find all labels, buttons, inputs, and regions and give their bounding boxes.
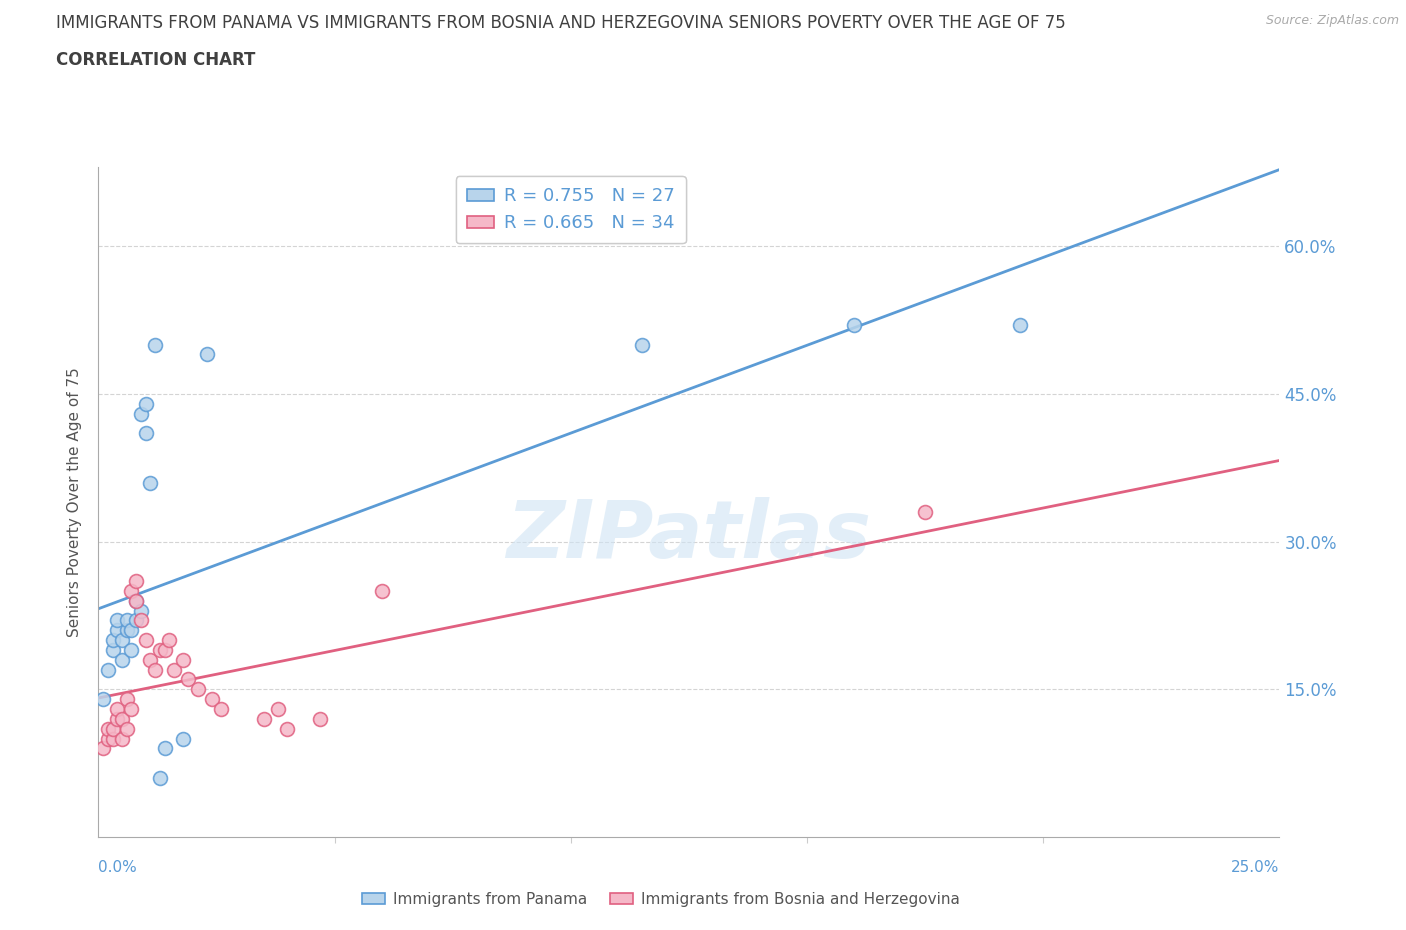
Point [111, 652, 134, 667]
Point [371, 583, 394, 598]
Point [105, 613, 128, 628]
Point [276, 722, 298, 737]
Point [187, 682, 209, 697]
Point [139, 475, 162, 490]
Point [177, 672, 200, 687]
Point [149, 643, 172, 658]
Point [115, 692, 138, 707]
Point [135, 632, 157, 647]
Point [135, 396, 157, 411]
Y-axis label: Seniors Poverty Over the Age of 75: Seniors Poverty Over the Age of 75 [67, 367, 83, 637]
Point [309, 711, 332, 726]
Point [844, 317, 866, 332]
Point [153, 741, 176, 756]
Point [121, 623, 143, 638]
Point [125, 613, 148, 628]
Point [201, 692, 224, 707]
Legend: R = 0.755   N = 27, R = 0.665   N = 34: R = 0.755 N = 27, R = 0.665 N = 34 [456, 177, 686, 243]
Text: Source: ZipAtlas.com: Source: ZipAtlas.com [1265, 14, 1399, 27]
Point [115, 623, 138, 638]
Point [101, 722, 124, 737]
Point [91, 692, 114, 707]
Point [143, 662, 166, 677]
Point [105, 623, 128, 638]
Point [267, 701, 290, 716]
Point [209, 701, 232, 716]
Point [111, 632, 134, 647]
Legend: Immigrants from Panama, Immigrants from Bosnia and Herzegovina: Immigrants from Panama, Immigrants from … [356, 886, 966, 913]
Point [143, 338, 166, 352]
Text: CORRELATION CHART: CORRELATION CHART [56, 51, 256, 69]
Text: 25.0%: 25.0% [1232, 860, 1279, 875]
Text: 0.0%: 0.0% [98, 860, 138, 875]
Point [121, 643, 143, 658]
Point [97, 662, 120, 677]
Point [115, 722, 138, 737]
Point [97, 731, 120, 746]
Point [97, 722, 120, 737]
Point [129, 406, 152, 421]
Point [101, 632, 124, 647]
Point [172, 731, 194, 746]
Point [115, 613, 138, 628]
Point [630, 338, 652, 352]
Point [129, 603, 152, 618]
Text: IMMIGRANTS FROM PANAMA VS IMMIGRANTS FROM BOSNIA AND HERZEGOVINA SENIORS POVERTY: IMMIGRANTS FROM PANAMA VS IMMIGRANTS FRO… [56, 14, 1066, 32]
Point [105, 711, 128, 726]
Point [101, 731, 124, 746]
Point [101, 643, 124, 658]
Point [139, 652, 162, 667]
Point [172, 652, 194, 667]
Point [129, 613, 152, 628]
Point [163, 662, 186, 677]
Point [1008, 317, 1031, 332]
Point [121, 583, 143, 598]
Point [195, 347, 218, 362]
Point [153, 643, 176, 658]
Point [157, 632, 180, 647]
Point [125, 593, 148, 608]
Point [253, 711, 276, 726]
Point [135, 426, 157, 441]
Point [125, 574, 148, 589]
Point [111, 731, 134, 746]
Text: ZIPatlas: ZIPatlas [506, 497, 872, 575]
Point [121, 701, 143, 716]
Point [125, 593, 148, 608]
Point [149, 770, 172, 785]
Point [105, 701, 128, 716]
Point [914, 505, 936, 520]
Point [91, 741, 114, 756]
Point [111, 711, 134, 726]
